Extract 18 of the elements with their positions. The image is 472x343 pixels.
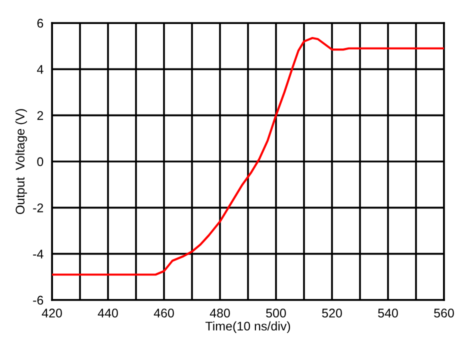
y-tick-label: 2 xyxy=(37,111,44,120)
y-tick-label: -6 xyxy=(33,296,44,305)
y-tick-label: -2 xyxy=(33,203,44,212)
x-tick-label: 460 xyxy=(154,308,174,318)
y-tick-label: 6 xyxy=(37,18,44,28)
x-tick-label: 520 xyxy=(322,308,342,318)
y-tick-label: 0 xyxy=(37,157,44,166)
x-tick-label: 480 xyxy=(210,308,230,318)
x-tick-label: 440 xyxy=(98,308,118,318)
y-axis-title: Output Voltage (V) xyxy=(15,109,27,214)
x-tick-label: 560 xyxy=(434,308,454,318)
y-tick-label: 4 xyxy=(37,65,44,74)
y-tick-label: -4 xyxy=(33,250,44,258)
x-axis-title: Time(10 ns/div) xyxy=(205,321,290,334)
x-tick-label: 420 xyxy=(42,308,62,318)
line-series xyxy=(52,36,444,276)
x-tick-label: 540 xyxy=(378,308,398,318)
x-tick-label: 500 xyxy=(266,308,286,318)
